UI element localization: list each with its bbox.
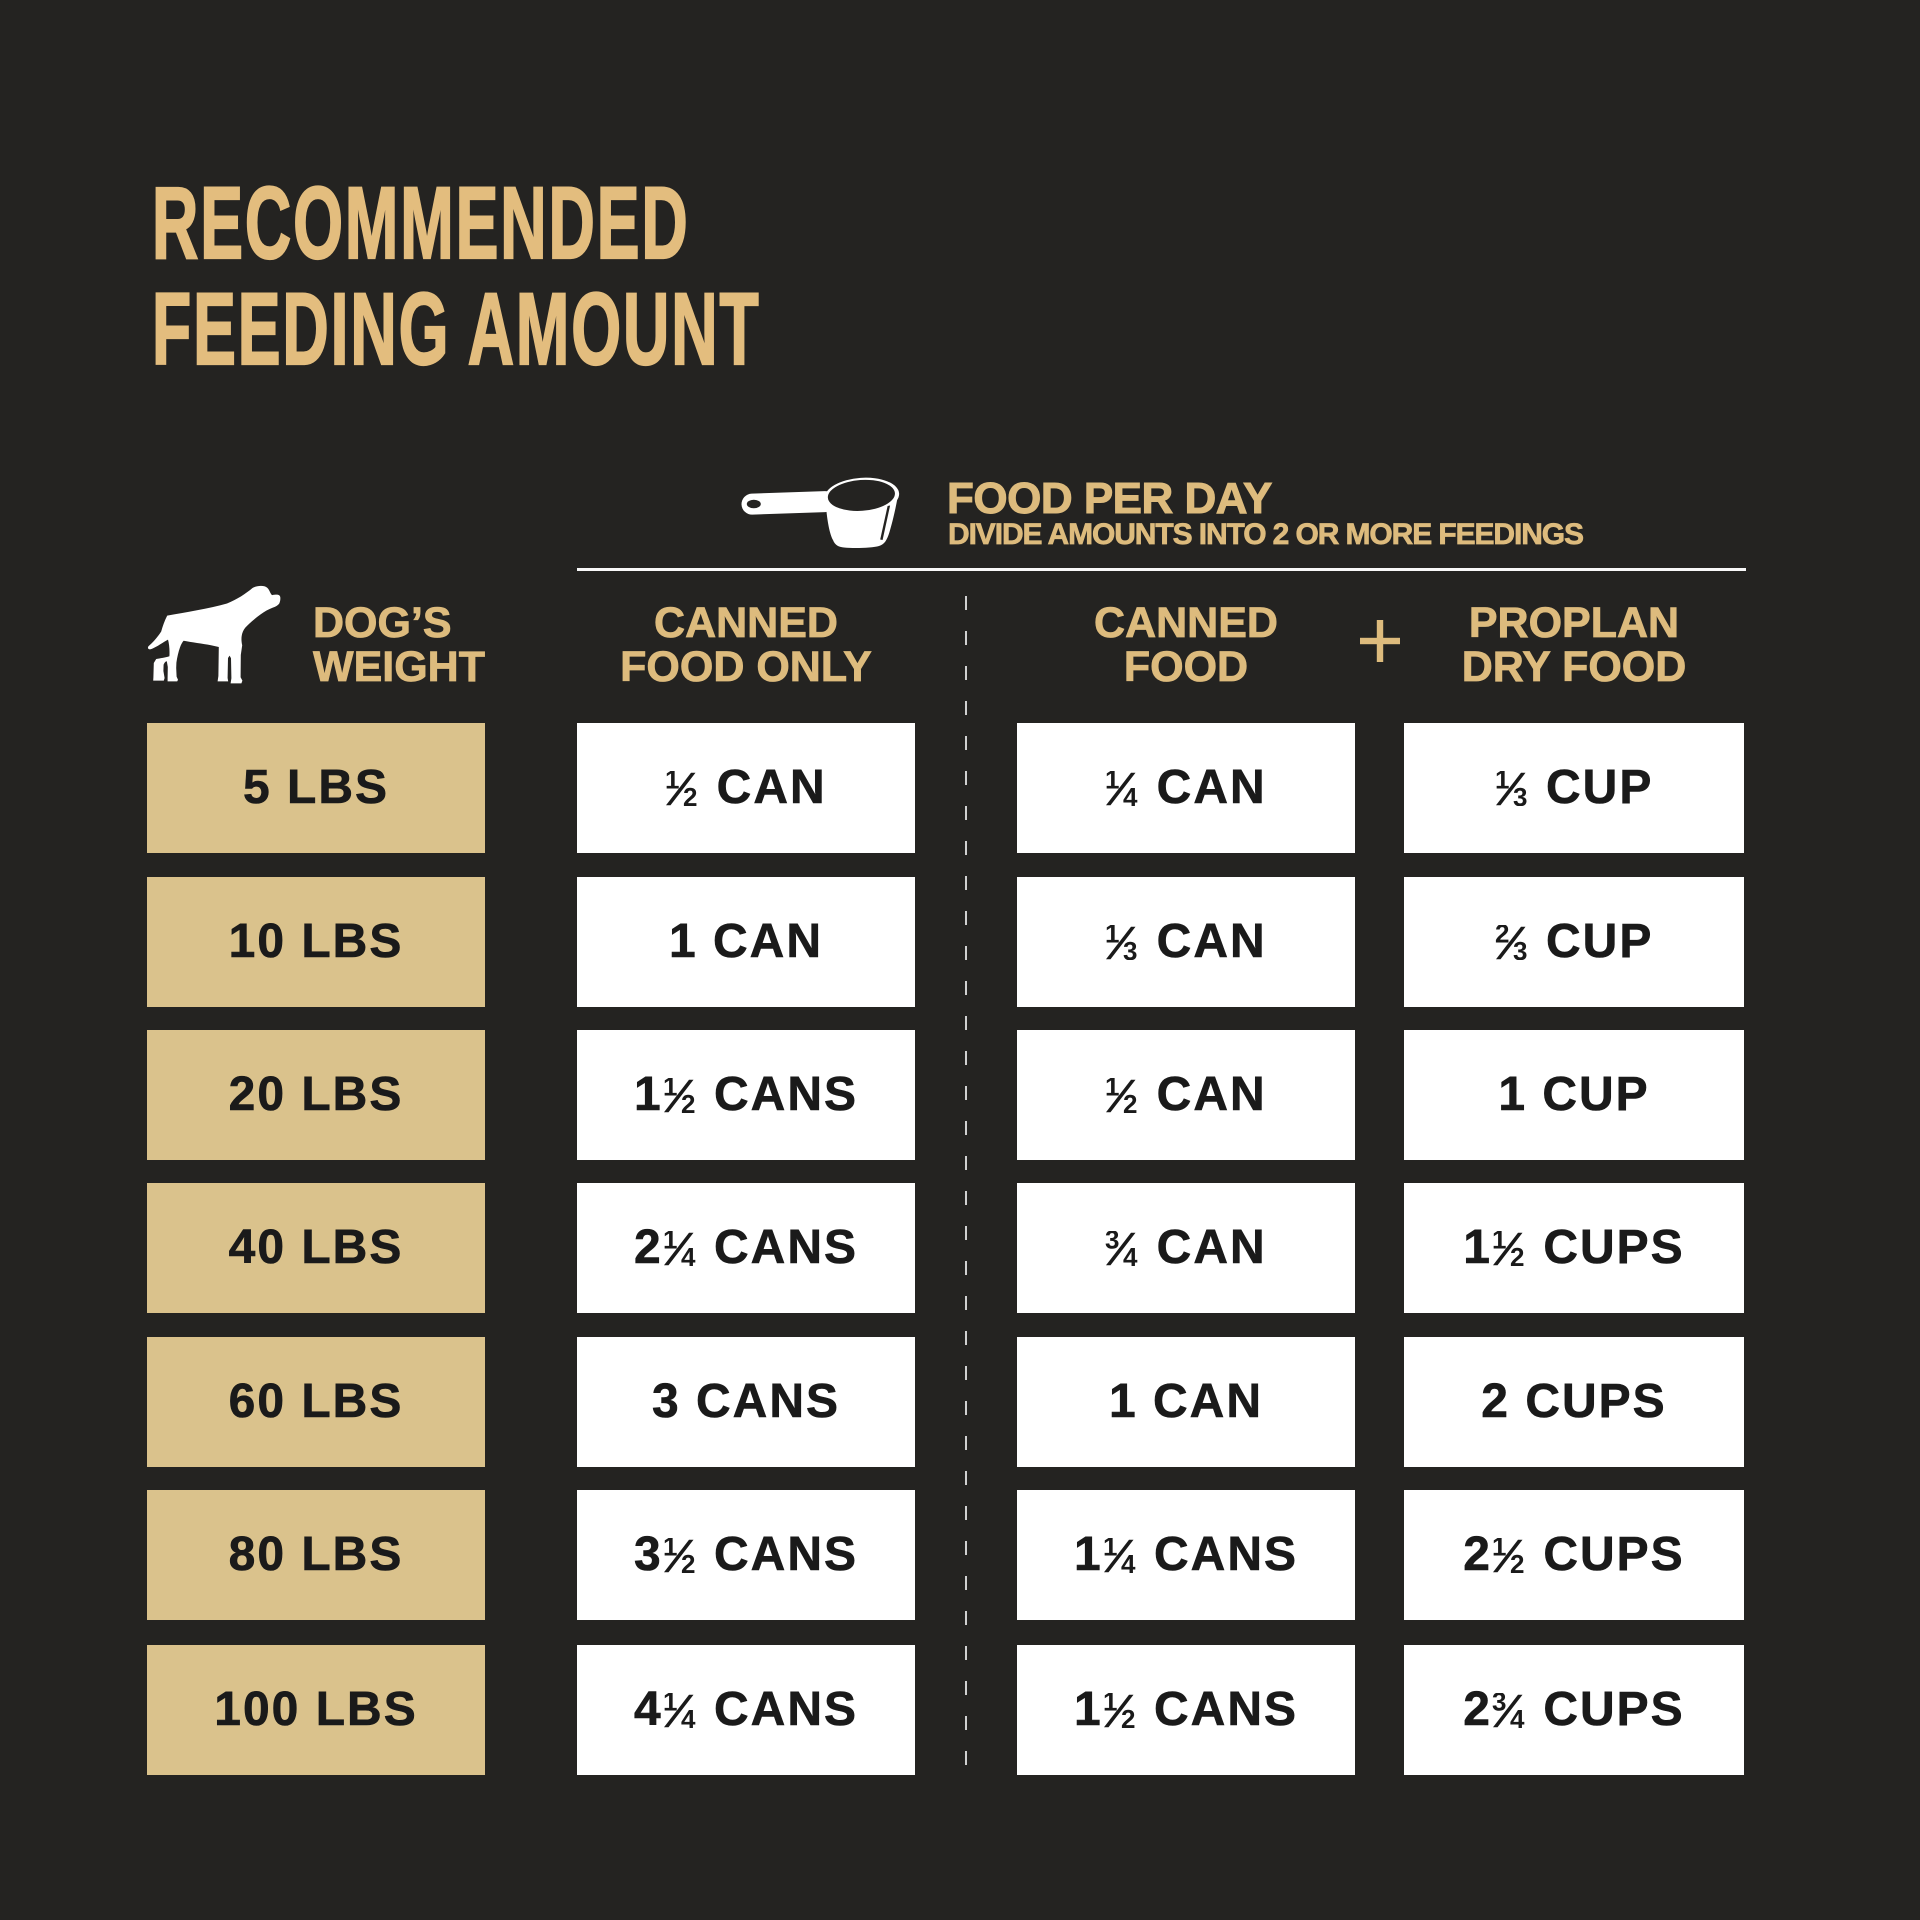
svg-text:4: 4 xyxy=(1123,782,1138,806)
svg-text:2: 2 xyxy=(1510,1242,1524,1266)
svg-text:1: 1 xyxy=(1492,1231,1506,1254)
svg-text:2: 2 xyxy=(1121,1704,1135,1728)
svg-text:1: 1 xyxy=(663,1693,677,1716)
svg-text:2: 2 xyxy=(681,1089,695,1113)
svg-text:4: 4 xyxy=(681,1242,696,1266)
svg-text:3: 3 xyxy=(1105,1231,1119,1254)
svg-text:4: 4 xyxy=(681,1704,696,1728)
svg-text:3: 3 xyxy=(1513,936,1527,960)
svg-text:3: 3 xyxy=(1492,1693,1506,1716)
svg-text:1: 1 xyxy=(1495,771,1509,794)
svg-text:2: 2 xyxy=(683,782,697,806)
svg-text:4: 4 xyxy=(1121,1549,1136,1573)
svg-text:1: 1 xyxy=(663,1078,677,1101)
svg-text:1: 1 xyxy=(1105,771,1119,794)
svg-text:2: 2 xyxy=(1510,1549,1524,1573)
svg-text:1: 1 xyxy=(1105,1078,1119,1101)
svg-text:3: 3 xyxy=(1123,936,1137,960)
svg-text:2: 2 xyxy=(1123,1089,1137,1113)
svg-text:1: 1 xyxy=(665,771,679,794)
svg-text:1: 1 xyxy=(1103,1693,1117,1716)
svg-text:1: 1 xyxy=(1492,1538,1506,1561)
svg-text:2: 2 xyxy=(1495,925,1509,948)
svg-text:1: 1 xyxy=(1103,1538,1117,1561)
svg-text:1: 1 xyxy=(663,1231,677,1254)
svg-text:2: 2 xyxy=(681,1549,695,1573)
svg-text:3: 3 xyxy=(1513,782,1527,806)
svg-text:4: 4 xyxy=(1510,1704,1525,1728)
svg-text:1: 1 xyxy=(663,1538,677,1561)
svg-text:1: 1 xyxy=(1105,925,1119,948)
svg-text:4: 4 xyxy=(1123,1242,1138,1266)
